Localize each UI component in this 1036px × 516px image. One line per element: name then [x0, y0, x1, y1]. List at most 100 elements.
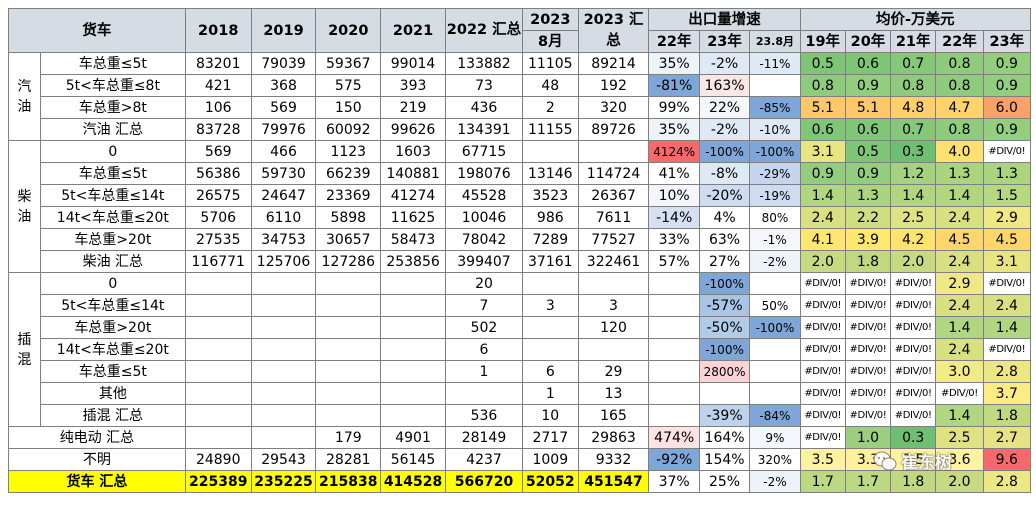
cell [648, 382, 700, 405]
table-row: 5t<车总重≤8t 421 368 575 393 73 48 192 -81% 163% 0.8 0… [9, 74, 1032, 97]
cell: -84% [749, 404, 801, 427]
table-row: 插混 汇总 536 10 165 -39% -84% #DIV/0! #DIV/0! #DIV/… [9, 404, 1032, 427]
cell: 2.5 [935, 426, 984, 449]
cell [250, 382, 317, 405]
table-row: 汽油 车总重≤5t 83201 79039 59367 99014 133882 11105 8… [8, 52, 1032, 141]
cell: #DIV/0! [799, 272, 846, 295]
cell [315, 382, 382, 405]
cell: 2.8 [982, 360, 1032, 383]
cell: #DIV/0! [844, 316, 892, 339]
cell: 59367 [315, 52, 382, 75]
cell: -92% [648, 448, 700, 471]
group-label-text: 柴油 [17, 188, 32, 225]
cell: 502 [444, 316, 524, 339]
cell: 80% [749, 206, 801, 229]
cell: 235225 [250, 470, 317, 493]
table-row: 车总重>20t 27535 34753 30657 58473 78042 7289 7752… [9, 228, 1032, 251]
cell: 3.3 [844, 448, 892, 471]
row-label: 车总重>8t [39, 96, 186, 119]
cell: 0.3 [890, 140, 937, 163]
cell: 35% [648, 118, 700, 141]
header-2023: 2023 [522, 8, 579, 31]
cell: 1.5 [982, 184, 1032, 207]
cell: 4.5 [935, 228, 984, 251]
cell [380, 316, 446, 339]
cell: 25% [698, 470, 751, 493]
header-year-2020: 2020 [315, 8, 382, 53]
cell: 9% [749, 426, 801, 449]
cell: 37161 [522, 250, 579, 273]
cell: 4901 [380, 426, 446, 449]
cell: 29543 [250, 448, 317, 471]
cell: 253856 [380, 250, 446, 273]
table-row: 车总重≤5t 1 6 29 2800% #DIV/0! #DIV/0! #DIV/0! 3.0 2… [9, 360, 1032, 383]
cell: 26575 [184, 184, 252, 207]
cell [577, 272, 650, 295]
cell: 3.5 [799, 448, 846, 471]
cell: 4.7 [935, 96, 984, 119]
cell: 134391 [444, 118, 524, 141]
cell: #DIV/0! [799, 404, 846, 427]
cell [522, 140, 579, 163]
cell: 399407 [444, 250, 524, 273]
cell: 7611 [577, 206, 650, 229]
cell: 56386 [184, 162, 252, 185]
cell [315, 404, 382, 427]
cell: 225389 [184, 470, 252, 493]
cell: 3.1 [799, 140, 846, 163]
cell: 2.0 [799, 250, 846, 273]
cell: 414528 [380, 470, 446, 493]
cell: -8% [698, 162, 751, 185]
table-row: 其他 1 13 #DIV/0! #DIV/0! #DIV/0! #DIV/0! 3.7 [9, 382, 1032, 405]
cell: 165 [577, 404, 650, 427]
cell: 536 [444, 404, 524, 427]
cell: #DIV/0! [890, 382, 937, 405]
cell: 198076 [444, 162, 524, 185]
cell: -20% [698, 184, 751, 207]
cell: #DIV/0! [890, 338, 937, 361]
cell: 1.4 [935, 316, 984, 339]
cell [380, 404, 446, 427]
cell: 3.7 [982, 382, 1032, 405]
cell: 114724 [577, 162, 650, 185]
cell: 0.6 [799, 118, 846, 141]
group-label-text: 汽油 [17, 78, 32, 115]
table-row: 汽油 汇总 83728 79976 60092 99626 134391 11155 8972… [9, 118, 1032, 141]
cell: 125706 [250, 250, 317, 273]
cell: 10% [648, 184, 700, 207]
cell: 89726 [577, 118, 650, 141]
header-price-21: 21年 [890, 30, 937, 53]
cell: 99% [648, 96, 700, 119]
row-label: 车总重≤5t [39, 360, 186, 383]
row-label: 插混 汇总 [39, 404, 186, 427]
cell: #DIV/0! [890, 316, 937, 339]
cell: -100% [698, 338, 751, 361]
cell: -100% [749, 316, 801, 339]
cell: 2.9 [982, 206, 1032, 229]
cell: 4.0 [935, 140, 984, 163]
cell: 0.8 [890, 74, 937, 97]
table-row: 不明 24890 29543 28281 56145 4237 1009 9332 -92% 15… [8, 448, 1032, 471]
row-label: 不明 [8, 448, 186, 471]
cell: 0.9 [844, 74, 892, 97]
row-label: 车总重>20t [39, 316, 186, 339]
cell [250, 338, 317, 361]
cell: 5.1 [844, 96, 892, 119]
cell: 1.8 [982, 404, 1032, 427]
cell: 2.0 [935, 470, 984, 493]
cell: 79976 [250, 118, 317, 141]
cell: 421 [184, 74, 252, 97]
cell [315, 272, 382, 295]
cell: 0.3 [890, 426, 937, 449]
header-price-19: 19年 [799, 30, 846, 53]
cell: 79039 [250, 52, 317, 75]
cell: 45528 [444, 184, 524, 207]
header-price: 均价-万美元 [799, 8, 1032, 31]
header-price-22: 22年 [935, 30, 984, 53]
cell: 116771 [184, 250, 252, 273]
header-growth-22: 22年 [648, 30, 700, 53]
table-row: 车总重≤5t 56386 59730 66239 140881 198076 13146 11… [9, 162, 1032, 185]
cell [749, 338, 801, 361]
row-label: 其他 [39, 382, 186, 405]
cell: -14% [648, 206, 700, 229]
